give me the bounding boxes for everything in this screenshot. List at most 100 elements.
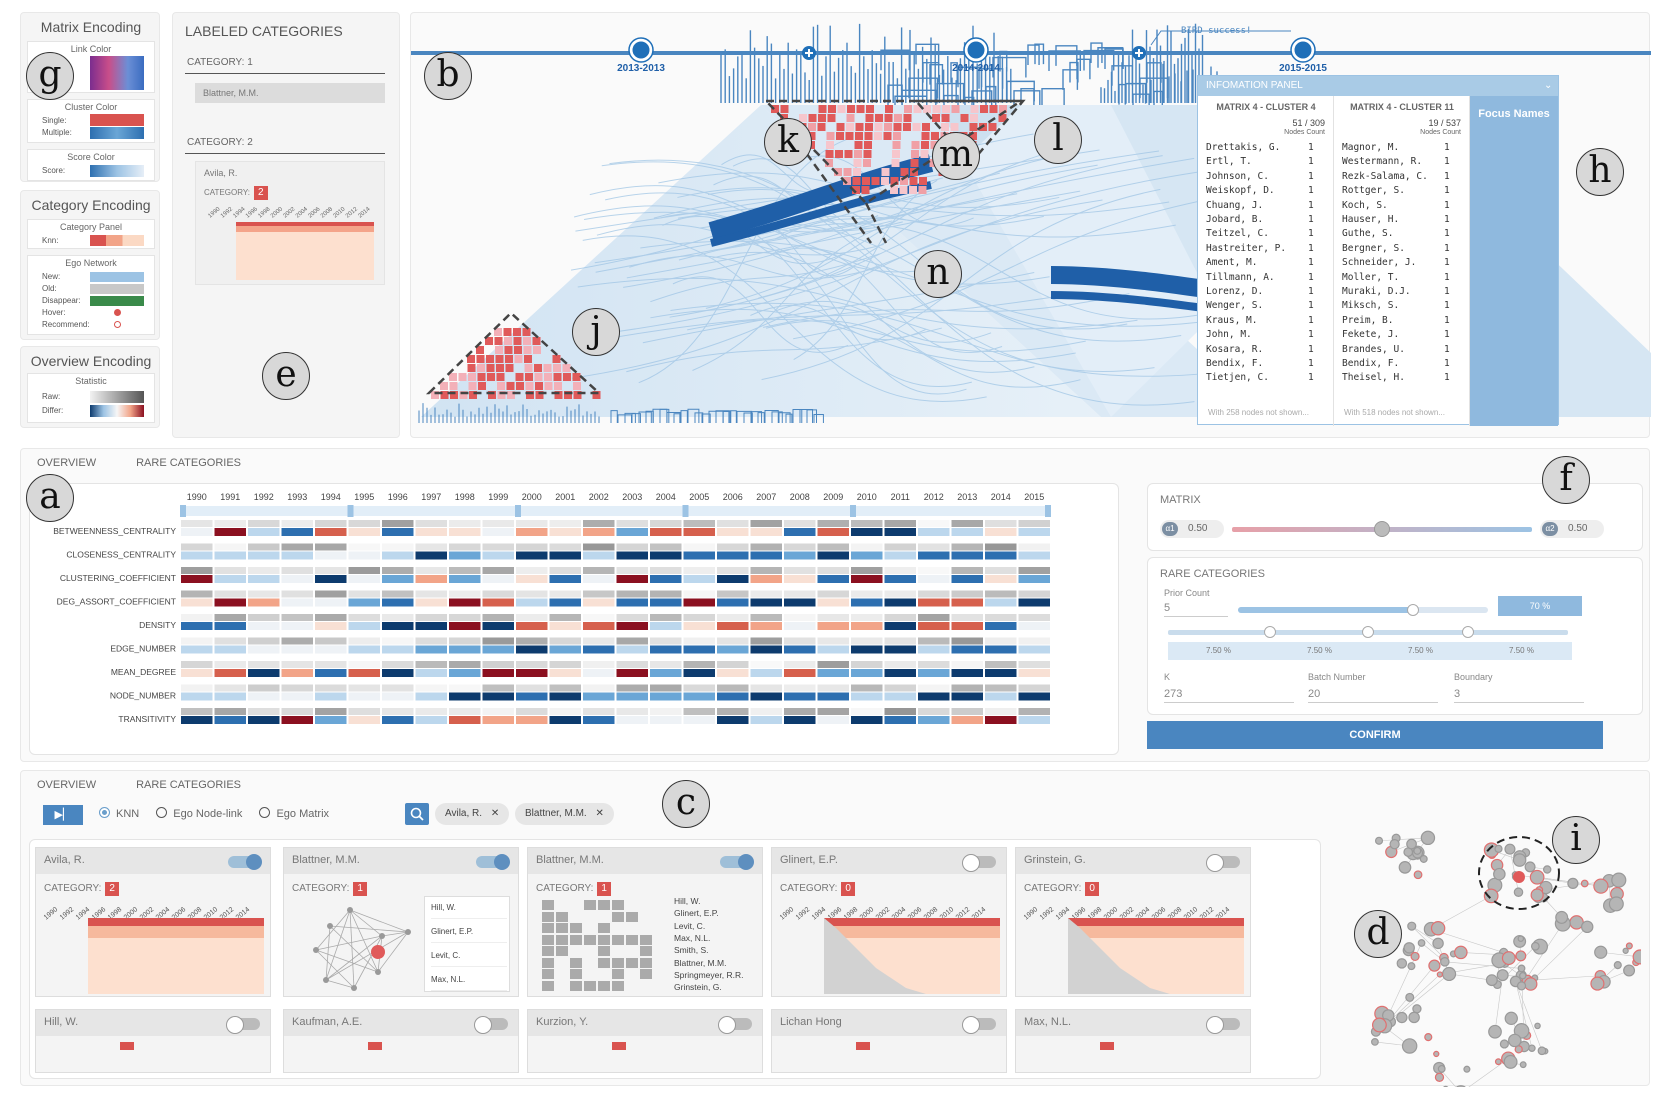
- info-name[interactable]: Hastreiter, P.: [1206, 243, 1286, 254]
- category-1-item[interactable]: Blattner, M.M.: [195, 83, 385, 103]
- category-card[interactable]: Blattner, M.M. CATEGORY: 1 Hill, W. Glinert…: [283, 847, 519, 997]
- timeline-node[interactable]: [1291, 38, 1315, 62]
- brush-handle[interactable]: [180, 505, 186, 517]
- info-name[interactable]: Chuang, J.: [1206, 200, 1263, 211]
- filter-chip[interactable]: Avila, R. ✕: [435, 803, 509, 825]
- card-toggle[interactable]: [1208, 1018, 1240, 1030]
- info-name[interactable]: Guthe, S.: [1342, 228, 1393, 239]
- info-name[interactable]: Rezk-Salama, C.: [1342, 171, 1428, 182]
- brush-handle[interactable]: [1045, 505, 1051, 517]
- card-toggle[interactable]: [228, 1018, 260, 1030]
- filter-chip[interactable]: Blattner, M.M. ✕: [515, 803, 614, 825]
- confirm-button[interactable]: CONFIRM: [1147, 721, 1603, 749]
- info-name[interactable]: Tietjen, C.: [1206, 372, 1269, 383]
- info-name[interactable]: Bendix, F.: [1206, 358, 1263, 369]
- category-card[interactable]: Kaufman, A.E.: [283, 1009, 519, 1073]
- tab-rare-categories[interactable]: RARE CATEGORIES: [136, 779, 241, 791]
- info-name[interactable]: Westermann, R.: [1342, 156, 1422, 167]
- timeline-node[interactable]: [629, 38, 653, 62]
- info-name[interactable]: Rottger, S.: [1342, 185, 1405, 196]
- info-name[interactable]: Hauser, H.: [1342, 214, 1399, 225]
- info-name[interactable]: Bergner, S.: [1342, 243, 1405, 254]
- focus-names-column[interactable]: Focus Names: [1470, 96, 1558, 426]
- card-toggle[interactable]: [1208, 856, 1240, 868]
- category-card[interactable]: Glinert, E.P. CATEGORY: 0 1990 1992 1994 1996…: [771, 847, 1007, 997]
- info-name[interactable]: Teitzel, C.: [1206, 228, 1269, 239]
- prior-count-input[interactable]: 5: [1164, 602, 1228, 617]
- chevron-down-icon[interactable]: ⌄: [1544, 80, 1552, 91]
- neighbor-item[interactable]: Grinstein, G.: [674, 982, 722, 992]
- prior-slider-handle[interactable]: [1407, 604, 1419, 616]
- brush-handle[interactable]: [683, 505, 689, 517]
- category-card[interactable]: Grinstein, G. CATEGORY: 0 1990 1992 1994 1996…: [1015, 847, 1251, 997]
- category-card[interactable]: Lichan Hong: [771, 1009, 1007, 1073]
- brush-handle[interactable]: [515, 505, 521, 517]
- info-name[interactable]: Miksch, S.: [1342, 300, 1399, 311]
- category-card[interactable]: Avila, R. CATEGORY: 2 1990 1992 1994 1996 1998…: [35, 847, 271, 997]
- split-handle[interactable]: [1362, 626, 1374, 638]
- k-input[interactable]: 273: [1164, 688, 1294, 703]
- info-name[interactable]: Fekete, J.: [1342, 329, 1399, 340]
- card-toggle[interactable]: [720, 1018, 752, 1030]
- tab-overview[interactable]: OVERVIEW: [37, 457, 96, 469]
- neighbor-item[interactable]: Blattner, M.M.: [674, 958, 726, 968]
- timeline-node[interactable]: [964, 38, 988, 62]
- info-name[interactable]: Magnor, M.: [1342, 142, 1399, 153]
- prior-slider-track[interactable]: [1238, 607, 1488, 613]
- info-name[interactable]: Kosara, R.: [1206, 344, 1263, 355]
- neighbor-item[interactable]: Glinert, E.P.: [674, 908, 719, 918]
- boundary-input[interactable]: 3: [1454, 688, 1584, 703]
- info-name[interactable]: Ament, M.: [1206, 257, 1257, 268]
- category-card[interactable]: Max, N.L.: [1015, 1009, 1251, 1073]
- info-name[interactable]: John, M.: [1206, 329, 1252, 340]
- info-name[interactable]: Kraus, M.: [1206, 315, 1257, 326]
- ego-matrix-radio[interactable]: [259, 807, 270, 818]
- info-name[interactable]: Jobard, B.: [1206, 214, 1263, 225]
- category-2-card[interactable]: Avila, R. CATEGORY: 2 1990 1992 1994 1996 199…: [195, 161, 385, 285]
- info-name[interactable]: Theisel, H.: [1342, 372, 1405, 383]
- card-toggle[interactable]: [228, 856, 260, 868]
- tab-overview[interactable]: OVERVIEW: [37, 779, 96, 791]
- info-name[interactable]: Muraki, D.J.: [1342, 286, 1411, 297]
- knn-radio[interactable]: [99, 807, 110, 818]
- split-handle[interactable]: [1264, 626, 1276, 638]
- neighbor-item[interactable]: Hill, W.: [674, 896, 700, 906]
- neighbor-item[interactable]: Max, N.L.: [431, 975, 507, 991]
- card-toggle[interactable]: [964, 1018, 996, 1030]
- neighbor-item[interactable]: Max, N.L.: [674, 933, 710, 943]
- timeline-plus-icon[interactable]: [802, 46, 816, 60]
- neighbor-item[interactable]: Hill, W.: [431, 903, 507, 919]
- info-name[interactable]: Ertl, T.: [1206, 156, 1252, 167]
- info-name[interactable]: Koch, S.: [1342, 200, 1388, 211]
- timeline-plus-icon[interactable]: [1132, 46, 1146, 60]
- neighbor-item[interactable]: Levit, C.: [431, 951, 507, 967]
- info-name[interactable]: Brandes, U.: [1342, 344, 1405, 355]
- card-toggle[interactable]: [720, 856, 752, 868]
- tab-rare-categories[interactable]: RARE CATEGORIES: [136, 457, 241, 469]
- close-icon[interactable]: ✕: [491, 808, 499, 819]
- neighbor-item[interactable]: Smith, S.: [674, 945, 708, 955]
- card-toggle[interactable]: [476, 1018, 508, 1030]
- info-name[interactable]: Tillmann, A.: [1206, 272, 1275, 283]
- info-name[interactable]: Weiskopf, D.: [1206, 185, 1275, 196]
- info-name[interactable]: Schneider, J.: [1342, 257, 1416, 268]
- split-handle[interactable]: [1462, 626, 1474, 638]
- brush-handle[interactable]: [850, 505, 856, 517]
- info-name[interactable]: Lorenz, D.: [1206, 286, 1263, 297]
- category-card[interactable]: Blattner, M.M. CATEGORY: 1 Hill, W. Glinert…: [527, 847, 763, 997]
- brush-handle[interactable]: [348, 505, 354, 517]
- alpha-slider-handle[interactable]: [1374, 521, 1390, 537]
- search-button[interactable]: [405, 803, 429, 825]
- info-name[interactable]: Johnson, C.: [1206, 171, 1269, 182]
- card-toggle[interactable]: [964, 856, 996, 868]
- neighbor-item[interactable]: Springmeyer, R.R.: [674, 970, 743, 980]
- close-icon[interactable]: ✕: [595, 808, 603, 819]
- play-button[interactable]: ▶▏: [43, 805, 83, 825]
- neighbor-item[interactable]: Levit, C.: [674, 921, 705, 931]
- card-toggle[interactable]: [476, 856, 508, 868]
- info-name[interactable]: Moller, T.: [1342, 272, 1399, 283]
- neighbor-item[interactable]: Glinert, E.P.: [431, 927, 507, 943]
- info-name[interactable]: Drettakis, G.: [1206, 142, 1280, 153]
- info-name[interactable]: Preim, B.: [1342, 315, 1393, 326]
- category-card[interactable]: Kurzion, Y.: [527, 1009, 763, 1073]
